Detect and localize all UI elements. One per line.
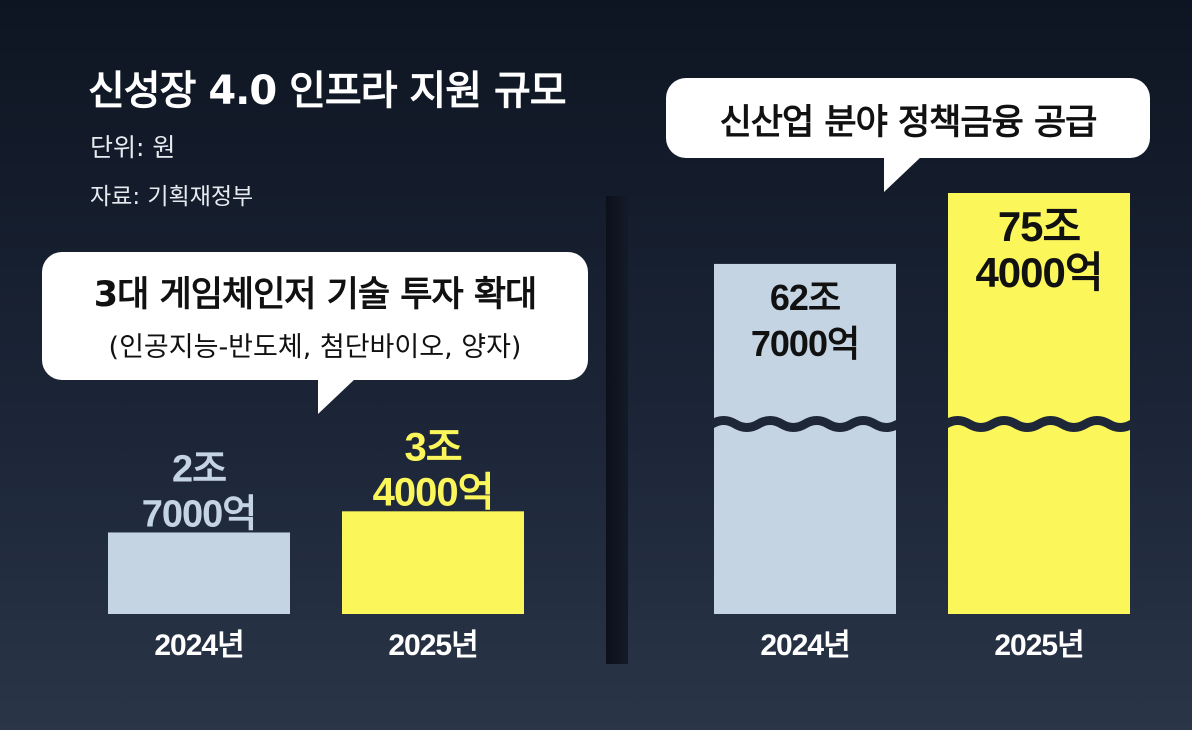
right-chart-callout: 신산업 분야 정책금융 공급: [666, 78, 1150, 192]
left-chart-title: 3대 게임체인저 기술 투자 확대: [93, 275, 538, 315]
right-bar-2: [948, 193, 1130, 614]
right-value-label-2-line-1: 75조: [998, 203, 1081, 250]
right-axis-break-2: [943, 416, 1135, 432]
left-x-tick-2: 2025년: [388, 629, 477, 662]
source-label: 자료: 기획재정부: [90, 184, 254, 210]
left-bar-2: [342, 511, 524, 614]
right-value-label-1-line-2: 7000억: [751, 323, 859, 364]
left-chart-subtitle: (인공지능-반도체, 첨단바이오, 양자): [108, 332, 522, 363]
right-x-tick-2: 2025년: [994, 629, 1083, 662]
chart-title: 신성장 4.0 인프라 지원 규모: [88, 68, 567, 114]
unit-label: 단위: 원: [90, 133, 176, 162]
right-bar-1: [714, 263, 896, 614]
right-axis-break-1: [709, 416, 901, 432]
left-value-label-2-line-2: 4000억: [373, 470, 494, 514]
left-value-label-1-line-1: 2조: [172, 448, 226, 490]
left-x-tick-1: 2024년: [154, 629, 243, 662]
right-value-label-2-line-2: 4000억: [975, 249, 1102, 296]
panel-divider: [606, 196, 628, 664]
left-chart-callout: 3대 게임체인저 기술 투자 확대 (인공지능-반도체, 첨단바이오, 양자): [42, 252, 588, 414]
left-value-label-2-line-1: 3조: [404, 425, 461, 469]
left-value-label-1-line-2: 7000억: [142, 493, 257, 535]
left-bar-1: [108, 532, 290, 614]
right-value-label-1-line-1: 62조: [770, 277, 840, 318]
right-x-tick-1: 2024년: [760, 629, 849, 662]
right-chart-title: 신산업 분야 정책금융 공급: [719, 103, 1098, 143]
